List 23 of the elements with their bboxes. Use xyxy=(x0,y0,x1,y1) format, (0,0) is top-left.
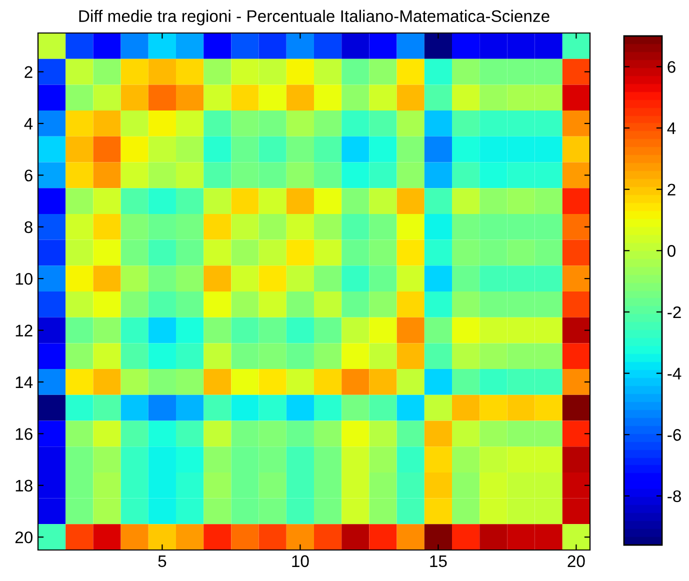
y-tick-label: 2 xyxy=(24,66,32,78)
y-tick-label: 4 xyxy=(24,118,33,130)
color-bar-label: -2 xyxy=(668,306,681,318)
y-tick-label: 10 xyxy=(16,272,32,285)
color-bar-label: 4 xyxy=(667,122,676,134)
y-tick-label: 14 xyxy=(16,376,33,388)
color-bar-label: -8 xyxy=(668,490,681,502)
color-bar-label: -6 xyxy=(668,429,681,441)
y-tick-label: 18 xyxy=(16,480,32,492)
x-tick-label: 20 xyxy=(568,555,585,568)
x-tick-label: 5 xyxy=(158,555,166,568)
color-bar-label: 2 xyxy=(668,184,676,196)
color-bar-label: 0 xyxy=(668,245,676,257)
color-bar-label: -4 xyxy=(668,368,682,380)
y-tick-label: 8 xyxy=(24,221,32,234)
y-tick-label: 6 xyxy=(24,170,32,182)
y-tick-label: 20 xyxy=(15,531,32,544)
y-tick-label: 12 xyxy=(16,324,32,336)
x-tick-label: 15 xyxy=(430,555,447,568)
color-bar-label: 6 xyxy=(668,61,676,73)
x-tick-label: 10 xyxy=(292,555,309,568)
y-tick-label: 16 xyxy=(16,428,32,440)
chart-title: Diff medie tra regioni - Percentuale Italiano-Matematica-Scienze xyxy=(79,10,550,26)
